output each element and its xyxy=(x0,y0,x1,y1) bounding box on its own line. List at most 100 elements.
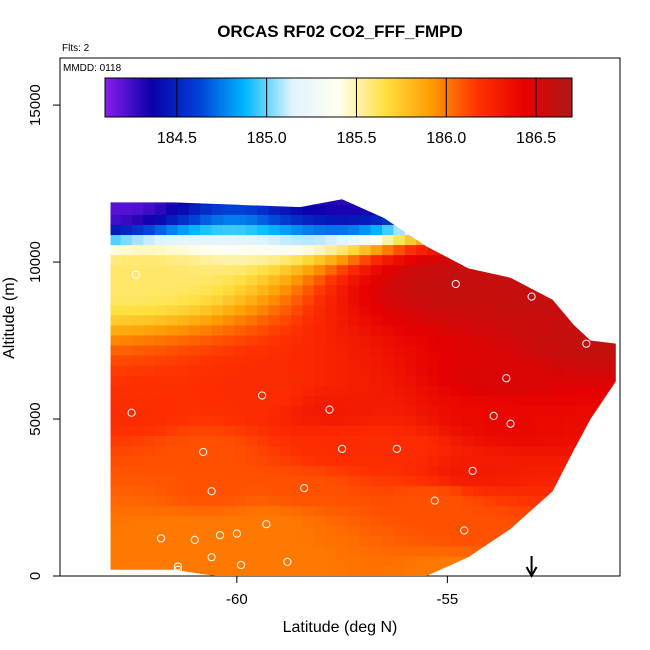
field-cell xyxy=(302,354,315,366)
field-cell xyxy=(438,214,451,225)
field-cell xyxy=(461,314,474,326)
field-cell xyxy=(313,415,326,426)
field-cell xyxy=(257,395,270,406)
field-cell xyxy=(473,375,486,386)
field-cell xyxy=(382,375,395,386)
field-cell xyxy=(313,234,326,246)
field-cell xyxy=(370,344,383,356)
field-cell xyxy=(177,555,190,567)
field-cell xyxy=(507,565,520,577)
field-cell xyxy=(302,234,315,246)
field-cell xyxy=(359,485,372,497)
field-cell xyxy=(586,314,599,326)
field-cell xyxy=(507,314,520,326)
field-cell xyxy=(495,234,508,246)
field-cell xyxy=(166,214,179,225)
field-cell xyxy=(393,465,406,477)
field-cell xyxy=(461,545,474,557)
field-cell xyxy=(120,525,133,537)
field-cell xyxy=(507,555,520,567)
field-cell xyxy=(598,344,611,356)
field-cell xyxy=(598,284,611,296)
field-cell xyxy=(120,224,133,236)
field-cell xyxy=(370,375,383,386)
field-cell xyxy=(450,365,463,376)
field-cell xyxy=(427,395,440,406)
field-cell xyxy=(110,224,122,236)
field-cell xyxy=(268,385,281,396)
field-cell xyxy=(325,199,338,205)
field-cell xyxy=(552,375,565,386)
field-cell xyxy=(302,294,315,306)
field-cell xyxy=(598,224,611,236)
colorbar-tick-label: 186.5 xyxy=(516,130,556,147)
field-cell xyxy=(303,184,315,195)
field-cell xyxy=(257,254,270,266)
field-cell xyxy=(382,184,394,195)
field-cell xyxy=(313,555,326,567)
field-cell xyxy=(439,184,451,195)
field-cell xyxy=(110,465,122,477)
field-cell xyxy=(609,365,616,376)
field-cell xyxy=(541,174,553,185)
field-cell xyxy=(473,274,486,286)
field-cell xyxy=(359,244,372,256)
field-cell xyxy=(222,495,235,507)
field-cell xyxy=(302,485,315,497)
field-cell xyxy=(98,305,110,316)
field-cell xyxy=(120,304,133,316)
field-cell xyxy=(302,515,315,527)
field-cell xyxy=(177,535,190,547)
field-cell xyxy=(234,455,247,467)
field-cell xyxy=(211,445,224,457)
field-cell xyxy=(518,555,531,567)
field-cell xyxy=(348,445,360,457)
field-cell xyxy=(110,475,122,487)
field-cell xyxy=(188,244,201,256)
field-cell xyxy=(166,455,179,467)
field-cell xyxy=(541,395,554,406)
field-cell xyxy=(586,385,599,396)
field-cell xyxy=(166,515,179,527)
field-cell xyxy=(450,184,462,195)
field-cell xyxy=(245,324,258,336)
field-cell xyxy=(154,314,167,326)
field-cell xyxy=(313,324,326,336)
field-cell xyxy=(552,244,565,256)
field-cell xyxy=(495,324,508,336)
field-cell xyxy=(564,465,576,477)
field-cell xyxy=(188,344,201,356)
field-cell xyxy=(518,505,531,517)
field-cell xyxy=(222,405,235,416)
field-cell xyxy=(598,264,611,276)
field-cell xyxy=(98,355,110,366)
field-cell xyxy=(336,475,349,487)
field-cell xyxy=(438,274,451,286)
field-cell xyxy=(245,375,258,386)
field-cell xyxy=(336,425,349,436)
field-cell xyxy=(450,535,463,547)
field-cell xyxy=(132,254,144,266)
field-cell xyxy=(428,174,440,185)
field-cell xyxy=(336,354,349,366)
field-cell xyxy=(177,475,190,487)
field-cell xyxy=(143,224,156,236)
field-cell xyxy=(268,304,281,316)
field-cell xyxy=(541,284,554,296)
field-cell xyxy=(313,214,326,225)
field-cell xyxy=(382,354,395,366)
field-cell xyxy=(370,495,383,507)
field-cell xyxy=(279,284,292,296)
field-cell xyxy=(222,254,235,266)
field-cell xyxy=(552,214,565,225)
field-cell xyxy=(427,344,440,356)
field-cell xyxy=(166,565,179,577)
field-cell xyxy=(586,204,599,215)
field-cell xyxy=(325,445,338,457)
field-cell xyxy=(507,455,520,467)
field-cell xyxy=(495,475,508,487)
field-cell xyxy=(473,425,486,436)
field-cell xyxy=(473,445,486,457)
field-cell xyxy=(110,284,122,296)
field-cell xyxy=(495,375,508,386)
